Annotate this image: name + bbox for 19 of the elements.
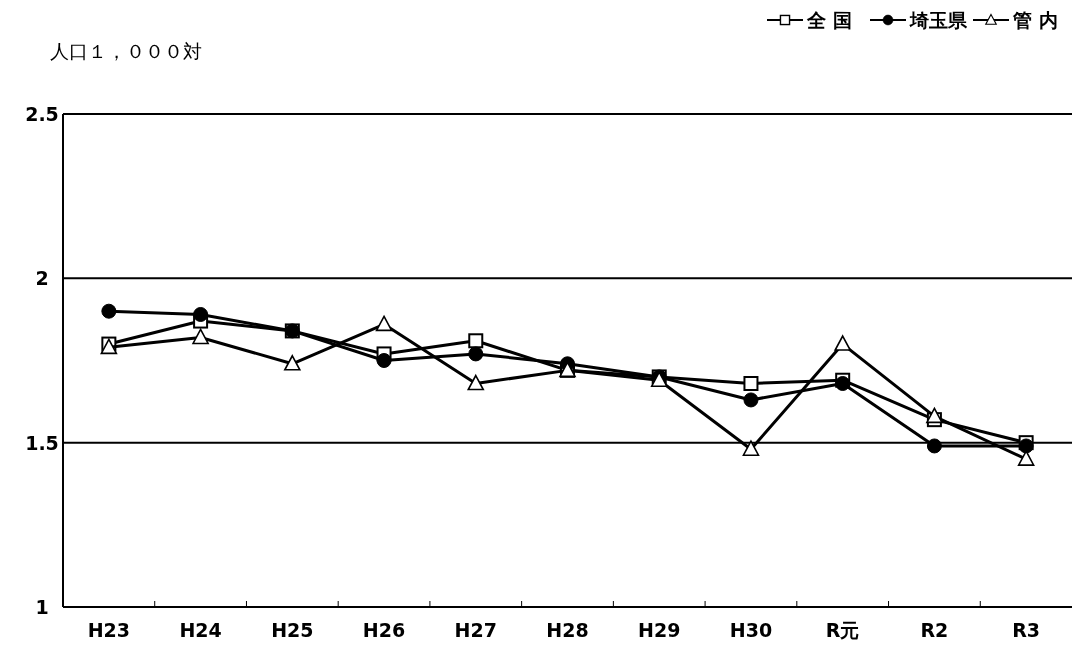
- legend-label: 埼玉県: [909, 9, 968, 31]
- legend-label: 全 国: [806, 9, 852, 31]
- x-tick-label: H24: [179, 619, 222, 641]
- x-tick-label: R2: [920, 619, 949, 641]
- x-tick-label: R元: [825, 619, 860, 641]
- x-tick-label: H28: [546, 619, 589, 641]
- y-tick-label: 1: [35, 596, 49, 618]
- y-tick-label: 2: [35, 267, 49, 290]
- y-tick-label: 1.5: [25, 431, 59, 454]
- x-tick-label: H29: [638, 619, 681, 641]
- x-tick-label: R3: [1012, 619, 1041, 641]
- x-tick-label: H23: [87, 619, 131, 641]
- x-tick-label: H30: [729, 619, 773, 641]
- x-tick-label: H26: [362, 619, 406, 641]
- y-tick-label: 2.5: [25, 103, 59, 125]
- x-tick-label: H25: [271, 619, 314, 641]
- y-axis-title: 人口１，０００対: [50, 40, 202, 62]
- legend-label: 管 内: [1012, 9, 1058, 31]
- x-tick-label: H27: [454, 619, 497, 641]
